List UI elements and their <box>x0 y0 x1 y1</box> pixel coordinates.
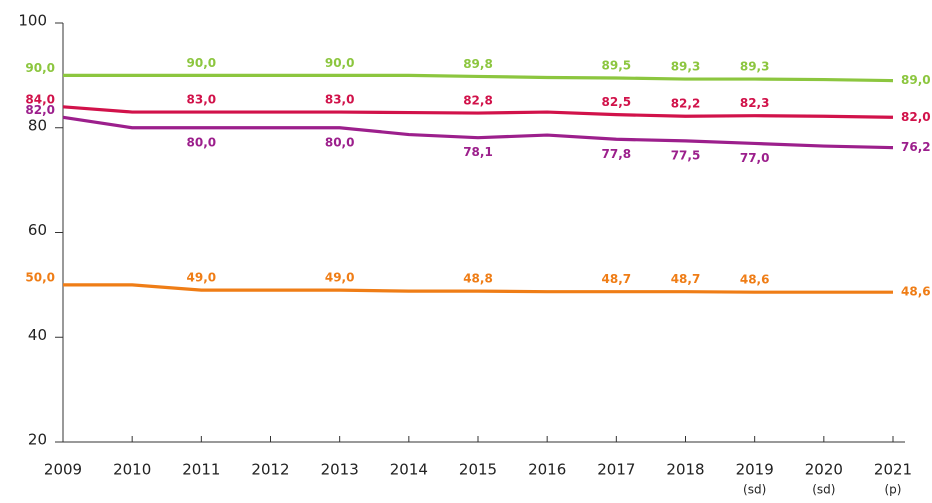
value-label: 82,3 <box>740 96 770 110</box>
value-label: 48,8 <box>463 272 493 286</box>
value-label: 82,8 <box>463 94 493 108</box>
series-line <box>63 283 893 294</box>
value-label: 77,8 <box>602 147 632 161</box>
value-label: 90,0 <box>325 56 355 70</box>
value-label: 48,6 <box>740 273 770 287</box>
x-tick-label: 2021 <box>874 461 912 479</box>
x-tick-label: 2018 <box>666 461 704 479</box>
value-label: 82,2 <box>671 97 701 111</box>
value-label: 89,0 <box>901 73 931 87</box>
x-tick-label: 2011 <box>182 461 220 479</box>
value-label: 48,6 <box>901 285 931 299</box>
value-label: 48,7 <box>671 272 701 286</box>
value-label: 49,0 <box>325 271 355 285</box>
value-label: 80,0 <box>187 135 217 149</box>
value-label: 84,0 <box>25 92 55 106</box>
x-tick-label: 2010 <box>113 461 151 479</box>
value-label: 49,0 <box>187 271 217 285</box>
series-line <box>63 73 894 83</box>
x-tick-label: 2020 <box>805 461 843 479</box>
x-tick-sublabel: (p) <box>885 483 902 497</box>
x-tick-label: 2015 <box>459 461 497 479</box>
y-tick-label: 80 <box>28 116 47 134</box>
x-tick-label: 2019 <box>736 461 774 479</box>
series-line <box>62 115 894 150</box>
x-tick-label: 2013 <box>321 461 359 479</box>
value-label: 90,0 <box>25 61 55 75</box>
x-tick-sublabel: (sd) <box>812 483 835 497</box>
y-tick-label: 100 <box>18 12 47 30</box>
value-label: 48,7 <box>602 272 632 286</box>
value-label: 89,8 <box>463 57 493 71</box>
value-label: 77,5 <box>671 148 701 162</box>
value-label: 78,1 <box>463 145 493 159</box>
value-label: 89,5 <box>602 58 632 72</box>
x-tick-label: 2016 <box>528 461 566 479</box>
value-label: 83,0 <box>187 93 217 107</box>
value-label: 82,5 <box>602 95 632 109</box>
x-tick-label: 2012 <box>251 461 289 479</box>
value-label: 89,3 <box>740 60 770 74</box>
value-label: 82,0 <box>25 103 55 117</box>
series-line <box>62 105 894 119</box>
x-tick-sublabel: (sd) <box>743 483 766 497</box>
value-label: 83,0 <box>325 93 355 107</box>
y-tick-label: 40 <box>28 326 47 344</box>
x-tick-label: 2014 <box>390 461 428 479</box>
y-tick-label: 60 <box>28 221 47 239</box>
value-label: 77,0 <box>740 151 770 165</box>
y-tick-label: 20 <box>28 431 47 449</box>
x-tick-label: 2017 <box>597 461 635 479</box>
value-label: 50,0 <box>25 270 55 284</box>
value-label: 76,2 <box>901 140 931 154</box>
value-label: 89,3 <box>671 60 701 74</box>
value-label: 80,0 <box>325 135 355 149</box>
value-label: 82,0 <box>901 110 931 124</box>
x-tick-label: 2009 <box>44 461 82 479</box>
value-label: 90,0 <box>187 56 217 70</box>
